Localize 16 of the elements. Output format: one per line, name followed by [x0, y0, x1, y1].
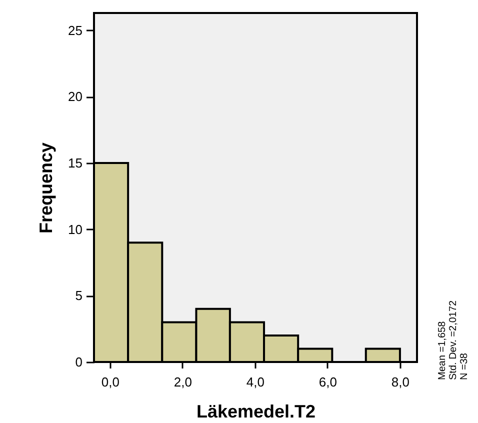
y-tick-label: 20 — [68, 89, 82, 104]
x-tick-label: 6,0 — [318, 374, 337, 390]
x-tick-label: 0,0 — [101, 374, 120, 390]
text: N =38 — [459, 352, 470, 380]
y-axis-title: Frequency — [36, 142, 56, 234]
x-tick-label: 8,0 — [391, 374, 410, 390]
x-tick-label: 4,0 — [246, 374, 264, 390]
y-tick-label: 0 — [75, 354, 82, 370]
y-tick-label: 5 — [75, 288, 82, 304]
text: Mean =1,658 — [437, 320, 448, 380]
y-tick-label: 25 — [68, 22, 82, 38]
x-tick-label: 2,0 — [174, 374, 192, 390]
y-tick-label: 15 — [68, 155, 82, 170]
y-tick-label: 10 — [68, 222, 82, 237]
text: Std. Dev. =2,0172 — [448, 300, 459, 380]
x-axis-title: Läkemedel.T2 — [196, 402, 316, 422]
